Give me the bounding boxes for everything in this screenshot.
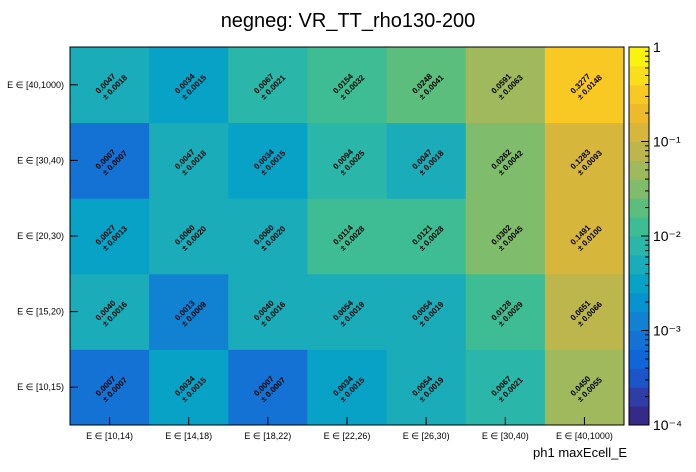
colorbar-tick-label: 10⁻³ [653, 323, 681, 339]
y-tick-label: E ∈ [30,40) [17, 155, 64, 165]
x-tick-label: E ∈ [10,14) [86, 431, 133, 441]
heatmap-cell [386, 349, 467, 426]
colorbar-swatch [629, 179, 649, 199]
heatmap-cell [307, 273, 388, 350]
heatmap-cell [465, 122, 546, 199]
x-tick-label: E ∈ [18,22) [244, 431, 291, 441]
colorbar: 1 10⁻¹ 10⁻² 10⁻³ 10⁻⁴ [628, 39, 682, 433]
colorbar-tick-label: 1 [653, 39, 661, 55]
heatmap-cell [70, 122, 150, 199]
x-tick-label: E ∈ [40,1000) [556, 431, 613, 441]
colorbar-swatch [629, 330, 649, 350]
colorbar-swatch [629, 254, 649, 275]
x-tick-label: E ∈ [14,18) [165, 431, 212, 441]
heatmap-cell [307, 122, 388, 199]
y-axis-ticks: E ∈ [10,15) E ∈ [15,20) E ∈ [20,30) E ∈ [30… [7, 80, 78, 392]
heatmap-cell [149, 349, 229, 426]
x-axis-label: ph1 maxEcell_E [533, 445, 627, 460]
colorbar-swatch [629, 103, 649, 124]
colorbar-swatch [629, 406, 649, 426]
x-tick-label: E ∈ [30,40) [482, 431, 529, 441]
heatmap-cell [70, 47, 150, 124]
colorbar-swatch [629, 217, 649, 237]
x-tick-label: E ∈ [22,26) [324, 431, 371, 441]
heatmap-cell [386, 122, 467, 199]
colorbar-swatch [629, 236, 649, 256]
heatmap-cell [544, 47, 625, 124]
heatmap-cell [149, 273, 229, 350]
heatmap-cell [386, 273, 467, 350]
x-axis-ticks: E ∈ [10,14) E ∈ [14,18) E ∈ [18,22) E ∈ [22… [86, 417, 613, 441]
colorbar-swatch [629, 84, 649, 105]
heatmap-cell [149, 47, 229, 124]
colorbar-swatch [629, 273, 649, 294]
colorbar-swatch [629, 349, 649, 369]
colorbar-swatch [629, 292, 649, 313]
heatmap-cell [70, 273, 150, 350]
colorbar-swatch [629, 198, 649, 218]
heatmap-cell [149, 198, 229, 275]
heatmap-cell [386, 198, 467, 275]
heatmap-cell [307, 198, 388, 275]
colorbar-tick-label: 10⁻¹ [653, 134, 681, 150]
heatmap-cell [544, 122, 625, 199]
colorbar-swatch [629, 387, 649, 407]
colorbar-tick-label: 10⁻⁴ [653, 417, 682, 433]
colorbar-swatch [629, 65, 649, 86]
colorbar-swatch [629, 368, 649, 388]
y-tick-label: E ∈ [15,20) [17, 307, 64, 317]
colorbar-swatch [629, 311, 649, 331]
heatmap-cell [149, 122, 229, 199]
colorbar-swatch [629, 47, 649, 67]
x-tick-label: E ∈ [26,30) [403, 431, 450, 441]
heatmap-cell [70, 349, 150, 426]
heatmap-cell [465, 47, 546, 124]
heatmap-cell [228, 349, 308, 426]
heatmap-cell [228, 122, 308, 199]
heatmap-cell [465, 198, 546, 275]
y-tick-label: E ∈ [40,1000) [7, 80, 64, 90]
colorbar-swatch [629, 160, 649, 180]
y-tick-label: E ∈ [20,30) [17, 231, 64, 241]
colorbar-tick-label: 10⁻² [653, 228, 681, 244]
heatmap-cell [544, 349, 625, 426]
heatmap-cell [544, 273, 625, 350]
y-tick-label: E ∈ [10,15) [17, 382, 64, 392]
heatmap-cell [307, 47, 388, 124]
heatmap-cell [465, 273, 546, 350]
heatmap-cell [465, 349, 546, 426]
heatmap-cell [307, 349, 388, 426]
heatmap-cell [386, 47, 467, 124]
heatmap-cells: 0.0007± 0.0007 0.0034± 0.0015 0.0007± 0.00… [70, 47, 625, 426]
heatmap-cell [544, 198, 625, 275]
heatmap-cell [70, 198, 150, 275]
colorbar-swatch [629, 122, 649, 142]
colorbar-swatch [629, 141, 649, 161]
heatmap-cell [228, 47, 308, 124]
heatmap-cell [228, 273, 308, 350]
heatmap-cell [228, 198, 308, 275]
chart-title: negneg: VR_TT_rho130-200 [221, 10, 476, 32]
